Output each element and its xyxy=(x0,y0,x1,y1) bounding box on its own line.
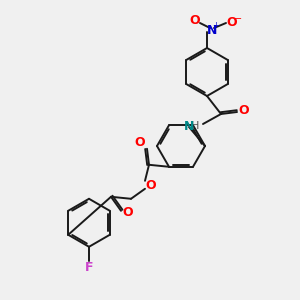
Text: +: + xyxy=(213,20,219,29)
Text: O: O xyxy=(123,206,133,219)
Text: O: O xyxy=(239,104,249,118)
Text: O: O xyxy=(135,136,145,149)
Text: −: − xyxy=(234,14,242,24)
Text: F: F xyxy=(85,261,93,274)
Text: N: N xyxy=(207,23,217,37)
Text: O: O xyxy=(146,179,156,192)
Text: O: O xyxy=(227,16,237,28)
Text: N: N xyxy=(184,121,194,134)
Text: O: O xyxy=(190,14,200,28)
Text: H: H xyxy=(191,121,199,131)
